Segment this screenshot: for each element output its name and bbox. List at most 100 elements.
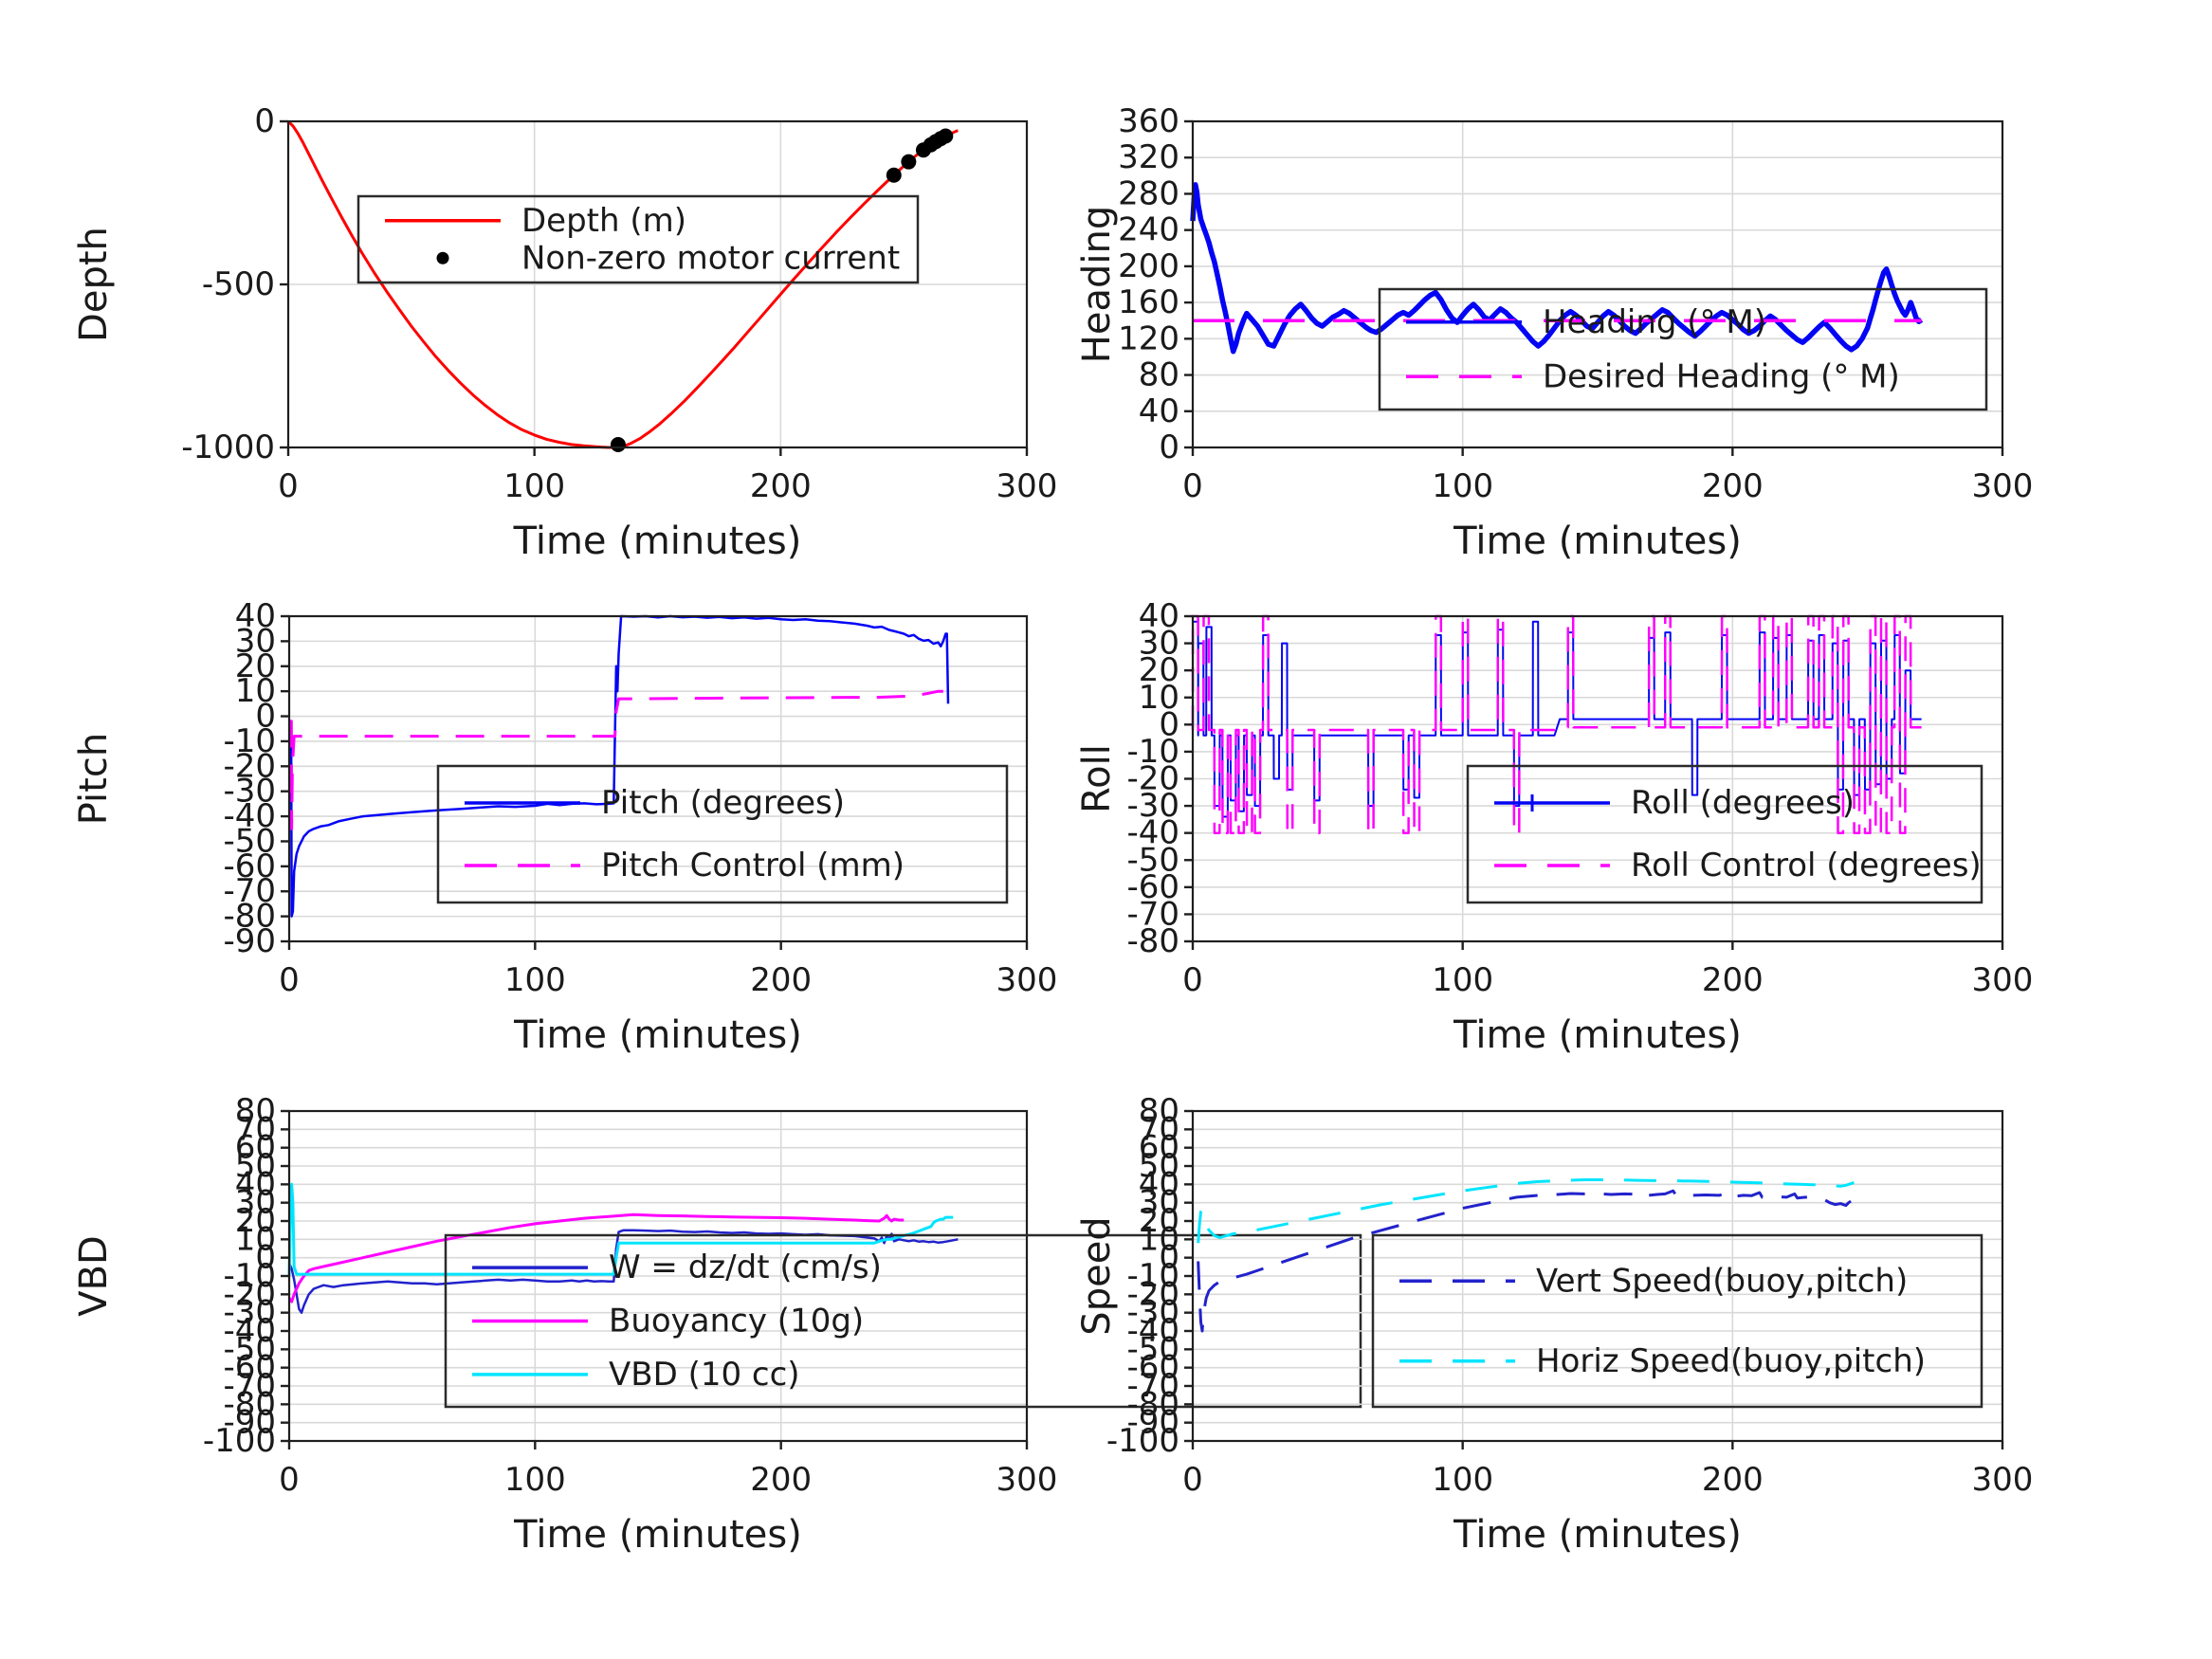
ytick-label: 30 [235, 1184, 276, 1222]
ticks-pitch [281, 614, 1029, 950]
ytick-label: 30 [235, 622, 276, 660]
ytick-label: 70 [1139, 1110, 1179, 1148]
xtick-label: 200 [750, 467, 812, 505]
legend-label: W = dz/dt (cm/s) [609, 1249, 882, 1286]
legend-label: Non-zero motor current [521, 239, 900, 277]
ytick-label: -10 [223, 1257, 276, 1295]
xtick-label: 100 [1432, 467, 1493, 505]
ytick-label: 0 [255, 698, 276, 736]
ytick-label: 80 [1139, 356, 1179, 394]
ytick-label: 160 [1118, 283, 1179, 321]
x-axis-title-speed: Time (minutes) [1453, 1513, 1742, 1557]
ytick-label: 60 [235, 1129, 276, 1167]
ytick-label: -10 [1126, 733, 1179, 771]
xtick-label: 300 [1972, 467, 2034, 505]
ytick-label: -40 [223, 797, 276, 835]
ytick-label: 10 [1139, 1220, 1179, 1258]
xtick-label: 0 [279, 1461, 300, 1499]
ytick-label: -20 [223, 747, 276, 785]
series-heading-0 [1190, 182, 1924, 355]
series-speed-1 [1197, 1178, 1855, 1244]
ticks-heading [1184, 119, 2004, 456]
ytick-label: 40 [1139, 392, 1179, 430]
ticks-vbd [281, 1109, 1029, 1449]
ytick-label: 0 [254, 102, 275, 140]
x-axis-title-heading: Time (minutes) [1453, 520, 1742, 563]
y-axis-title-roll: Roll [1075, 744, 1119, 813]
axes-box-pitch [287, 614, 1029, 943]
panel-vbd: 0 100 200 30080706050403020100-10-20-30-40-… [72, 1092, 1362, 1557]
ytick-label: -20 [1126, 1275, 1179, 1313]
xtick-label: 100 [504, 1461, 566, 1499]
ytick-label: -50 [1126, 1330, 1179, 1368]
legend-box-speed [1371, 1233, 1983, 1409]
series-pitch-1 [289, 689, 943, 830]
legend-label: Pitch (degrees) [601, 784, 845, 822]
ticks-roll [1184, 614, 2004, 950]
ytick-label: -20 [1126, 760, 1179, 798]
legend-label: Horiz Speed(buoy,pitch) [1536, 1342, 1926, 1380]
xtick-label: 200 [750, 961, 812, 999]
xtick-label: 100 [1432, 961, 1493, 999]
ytick-label: -70 [1126, 895, 1179, 933]
ytick-label: -1000 [181, 428, 275, 466]
ytick-label: -50 [1126, 841, 1179, 879]
xtick-label: 0 [278, 467, 299, 505]
ytick-label: -40 [1126, 1312, 1179, 1350]
ytick-label: -50 [223, 1330, 276, 1368]
legend-label: Vert Speed(buoy,pitch) [1536, 1262, 1908, 1300]
xtick-label: 100 [504, 961, 566, 999]
ytick-label: -30 [1126, 1294, 1179, 1332]
ytick-label: -90 [223, 922, 276, 960]
xtick-label: 0 [1182, 467, 1203, 505]
legend-label: VBD (10 cc) [609, 1356, 800, 1394]
y-axis-title-depth: Depth [72, 227, 116, 342]
legend-label: Buoyancy (10g) [609, 1303, 864, 1340]
series-roll-1 [1191, 614, 1922, 834]
xtick-label: 100 [503, 467, 565, 505]
ytick-label: 360 [1118, 102, 1179, 140]
legend-label: Heading (° M) [1543, 303, 1766, 341]
xtick-label: 300 [996, 467, 1058, 505]
series-speed-0 [1197, 1189, 1855, 1333]
legend-box-roll [1466, 764, 1983, 904]
ytick-label: -90 [223, 1404, 276, 1442]
legend-box-pitch [436, 764, 1009, 904]
series-vbd-2 [287, 1182, 954, 1277]
ytick-label: -10 [1126, 1257, 1179, 1295]
xtick-label: 300 [1972, 1461, 2034, 1499]
ytick-label: 40 [235, 597, 276, 635]
ytick-label: -30 [223, 1294, 276, 1332]
xtick-label: 200 [1702, 1461, 1764, 1499]
y-axis-title-pitch: Pitch [72, 733, 116, 825]
ytick-label: -10 [223, 722, 276, 760]
xtick-label: 0 [1182, 961, 1203, 999]
ytick-label: 30 [1139, 1184, 1179, 1222]
ytick-label: 40 [235, 1165, 276, 1203]
ytick-label: 0 [1159, 428, 1179, 466]
legend-label: Roll Control (degrees) [1631, 847, 1982, 884]
xtick-label: 200 [1702, 961, 1764, 999]
y-axis-title-heading: Heading [1075, 206, 1119, 363]
ytick-label: -80 [1126, 922, 1179, 960]
axes-box-heading [1191, 119, 2004, 449]
legend-roll: Roll (degrees) Roll Control (degrees) [1466, 764, 1983, 904]
ytick-label: 0 [1159, 1239, 1179, 1277]
ytick-label: -60 [223, 848, 276, 885]
ytick-label: 10 [235, 672, 276, 710]
series-depth-dots [610, 128, 954, 452]
xtick-label: 300 [1972, 961, 2034, 999]
ytick-label: 40 [1139, 597, 1179, 635]
ytick-label: 50 [235, 1147, 276, 1185]
legend-vbd: W = dz/dt (cm/s) Buoyancy (10g) VBD (10 cc… [444, 1233, 1362, 1409]
ytick-label: -90 [1126, 1404, 1179, 1442]
legend-depth: Depth (m)Non-zero motor current [356, 194, 920, 284]
ytick-label: -60 [1126, 868, 1179, 906]
panel-heading: 0 100 200 30036032028024020016012080400Time… [1075, 102, 2033, 563]
ytick-label: -80 [223, 1385, 276, 1423]
ytick-label: -30 [223, 773, 276, 811]
panel-pitch: 0 100 200 300403020100-10-20-30-40-50-60-70… [72, 597, 1057, 1057]
ticks-depth [280, 119, 1029, 456]
ytick-label: -60 [223, 1349, 276, 1387]
